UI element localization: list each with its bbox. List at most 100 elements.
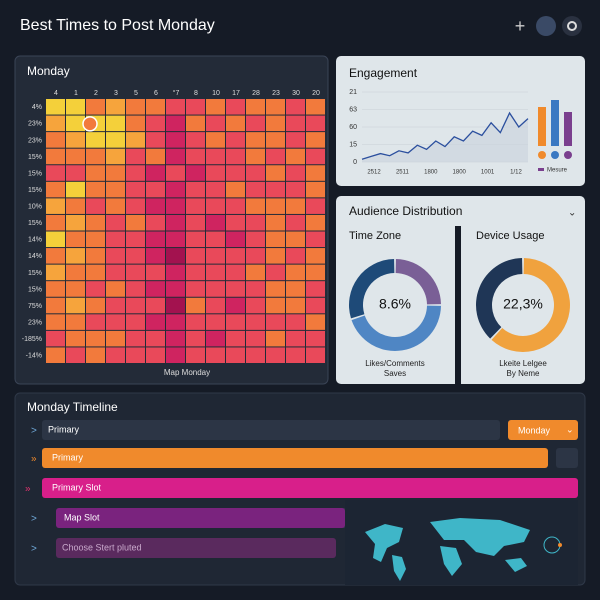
row-label: 15% bbox=[28, 170, 42, 177]
heatmap-cell bbox=[246, 314, 265, 330]
heatmap-cell bbox=[306, 314, 325, 330]
timeline-row-label: Primary bbox=[48, 424, 79, 434]
row-label: 15% bbox=[28, 187, 42, 194]
heatmap-cell bbox=[186, 264, 205, 281]
heatmap-cell bbox=[206, 330, 225, 347]
heatmap-cell bbox=[246, 115, 265, 132]
heatmap-cell bbox=[266, 231, 285, 248]
heatmap-cell bbox=[86, 214, 105, 231]
bar bbox=[551, 100, 559, 146]
audience-toggle[interactable]: ⌄ bbox=[568, 208, 576, 219]
heatmap-cell bbox=[306, 264, 325, 281]
heatmap-cell bbox=[246, 330, 265, 347]
heatmap-cell bbox=[86, 165, 105, 181]
timeline-title: Monday Timeline bbox=[27, 400, 118, 414]
heatmap-cell bbox=[246, 297, 265, 314]
y-tick-label: 60 bbox=[349, 124, 357, 131]
dropdown[interactable] bbox=[508, 420, 578, 440]
heatmap-cell bbox=[306, 148, 325, 165]
device-center: 22,3% bbox=[503, 296, 543, 312]
row-button[interactable] bbox=[556, 448, 578, 468]
heatmap-cell bbox=[186, 198, 205, 214]
heatmap-cell bbox=[306, 165, 325, 181]
heatmap-cell bbox=[166, 330, 185, 347]
heatmap-cell bbox=[146, 330, 165, 347]
heatmap-cell bbox=[186, 148, 205, 165]
heatmap-cell bbox=[206, 148, 225, 165]
heatmap-cell bbox=[66, 165, 85, 181]
heatmap-cell bbox=[46, 281, 65, 297]
heatmap-cell bbox=[286, 330, 305, 347]
heatmap-cell bbox=[286, 297, 305, 314]
heatmap-cell bbox=[166, 231, 185, 248]
timeline-row[interactable] bbox=[42, 420, 500, 440]
x-tick-label: 1800 bbox=[424, 170, 438, 176]
time-zone-title: Time Zone bbox=[349, 230, 401, 242]
bar-dot bbox=[538, 151, 546, 159]
heatmap-cell bbox=[206, 347, 225, 363]
heatmap-cell bbox=[166, 99, 185, 115]
y-tick-label: 21 bbox=[349, 89, 357, 96]
heatmap-cell bbox=[126, 231, 145, 248]
heatmap-cell bbox=[226, 231, 245, 248]
settings-button[interactable] bbox=[562, 16, 582, 36]
heatmap-cell bbox=[106, 330, 125, 347]
heatmap-cell bbox=[266, 330, 285, 347]
heatmap-cell bbox=[246, 264, 265, 281]
heatmap-cell bbox=[106, 115, 125, 132]
heatmap-cell bbox=[246, 132, 265, 148]
heatmap-cell bbox=[166, 132, 185, 148]
heatmap-cell bbox=[166, 165, 185, 181]
heatmap-cell bbox=[206, 115, 225, 132]
heatmap-cell bbox=[86, 297, 105, 314]
heatmap-cell bbox=[106, 181, 125, 198]
heatmap-cell bbox=[186, 165, 205, 181]
heatmap-cell bbox=[266, 347, 285, 363]
heatmap-cell bbox=[126, 198, 145, 214]
heatmap-cell bbox=[126, 99, 145, 115]
heatmap-cell bbox=[306, 198, 325, 214]
heatmap-cell bbox=[166, 264, 185, 281]
heatmap-cell bbox=[66, 347, 85, 363]
timeline-row[interactable] bbox=[42, 478, 578, 498]
heatmap-cell bbox=[226, 248, 245, 264]
chevron[interactable]: » bbox=[31, 454, 37, 465]
chevron[interactable]: > bbox=[31, 426, 37, 437]
heatmap-cell bbox=[266, 198, 285, 214]
timeline-row[interactable] bbox=[42, 448, 548, 468]
heatmap-cell bbox=[286, 281, 305, 297]
heatmap-cell bbox=[86, 99, 105, 115]
heatmap-cell bbox=[106, 148, 125, 165]
heatmap-cell bbox=[306, 281, 325, 297]
add-button[interactable]: + bbox=[515, 16, 526, 36]
settings-icon bbox=[567, 21, 577, 31]
heatmap-cell bbox=[66, 148, 85, 165]
legend-label: Mesure bbox=[547, 168, 568, 174]
heatmap-cell bbox=[46, 231, 65, 248]
heatmap-cell bbox=[266, 115, 285, 132]
row-label: 15% bbox=[28, 286, 42, 293]
timeline-row[interactable] bbox=[56, 508, 345, 528]
heatmap-cell bbox=[306, 231, 325, 248]
heatmap-cell bbox=[66, 99, 85, 115]
dropdown-caret: ⌄ bbox=[566, 424, 574, 434]
share-button[interactable] bbox=[536, 16, 556, 36]
heatmap-cell bbox=[266, 248, 285, 264]
chevron[interactable]: > bbox=[31, 544, 37, 555]
chevron[interactable]: > bbox=[31, 514, 37, 525]
heatmap-cell bbox=[46, 198, 65, 214]
heatmap-cell bbox=[66, 297, 85, 314]
timeline-row[interactable] bbox=[56, 538, 336, 558]
heatmap-cell bbox=[126, 181, 145, 198]
chevron[interactable]: » bbox=[25, 484, 31, 495]
heatmap-cell bbox=[206, 165, 225, 181]
heatmap-cell bbox=[286, 165, 305, 181]
continent bbox=[440, 546, 462, 576]
legend-swatch bbox=[538, 168, 544, 171]
heatmap-cell bbox=[66, 314, 85, 330]
heatmap-cell bbox=[186, 314, 205, 330]
heatmap-cell bbox=[206, 281, 225, 297]
heatmap-cell bbox=[146, 148, 165, 165]
heatmap-cell bbox=[126, 314, 145, 330]
